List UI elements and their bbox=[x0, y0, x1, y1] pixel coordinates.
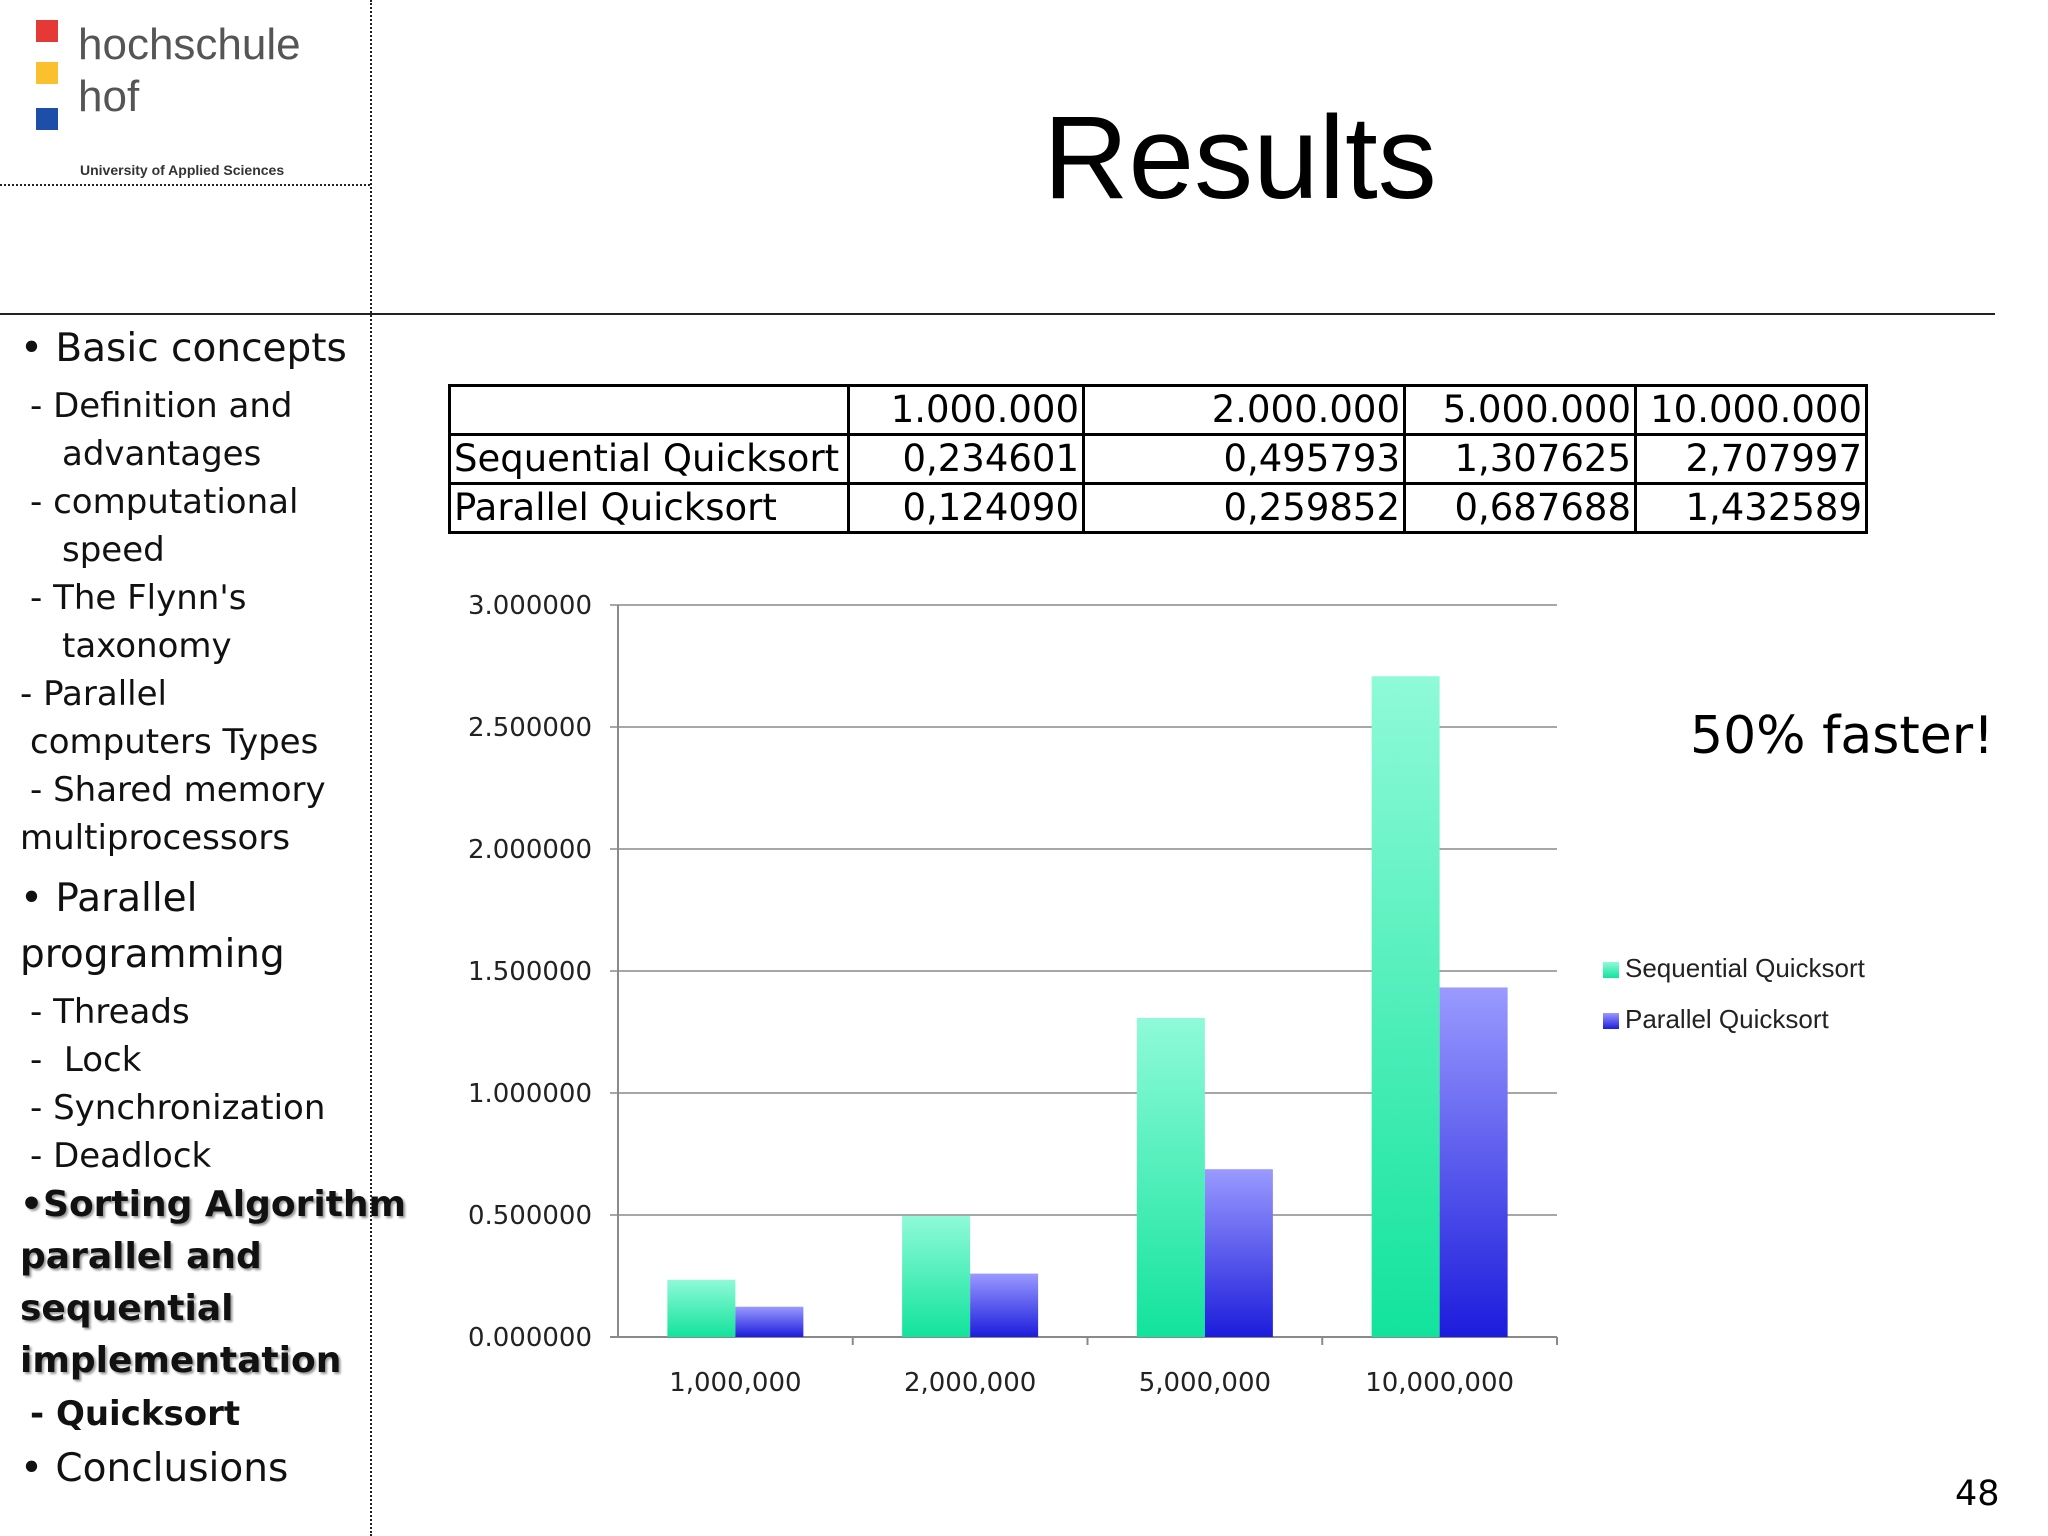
nav-threads: - Threads bbox=[30, 992, 190, 1032]
nav-conclusions: • Conclusions bbox=[20, 1446, 289, 1491]
nav-definition: - Definition and bbox=[30, 386, 293, 426]
logo-square-blue bbox=[36, 108, 58, 130]
table-cell: 0,234601 bbox=[847, 433, 1085, 485]
slide-title: Results bbox=[1043, 92, 1437, 224]
callout-text: 50% faster! bbox=[1690, 706, 1994, 766]
y-tick-label: 1.500000 bbox=[468, 957, 592, 987]
table-cell: 0,124090 bbox=[847, 482, 1085, 534]
nav-sorting-algorithm-cont2: sequential bbox=[20, 1288, 234, 1329]
nav-computational-cont: speed bbox=[62, 530, 165, 570]
y-tick-label: 2.500000 bbox=[468, 713, 592, 743]
bar-parallel bbox=[735, 1306, 804, 1337]
nav-parallel-computers: - Parallel bbox=[20, 674, 167, 714]
bar-parallel bbox=[1439, 987, 1508, 1337]
bar-sequential bbox=[1371, 676, 1440, 1337]
logo-square-red bbox=[36, 20, 58, 42]
nav-synchronization: - Synchronization bbox=[30, 1088, 326, 1128]
table-cell: 0,495793 bbox=[1082, 433, 1406, 485]
x-tick-label: 5,000,000 bbox=[1139, 1368, 1271, 1398]
y-tick-label: 1.000000 bbox=[468, 1079, 592, 1109]
table-cell: Sequential Quicksort bbox=[448, 433, 850, 485]
x-tick-label: 2,000,000 bbox=[904, 1368, 1036, 1398]
logo-text-line2: hof bbox=[78, 72, 140, 121]
legend-swatch bbox=[1603, 962, 1619, 978]
table-header-row: 1.000.000 2.000.000 5.000.000 10.000.000 bbox=[448, 384, 1868, 436]
nav-sorting-algorithm: •Sorting Algorithm bbox=[20, 1184, 407, 1225]
logo-square-yellow bbox=[36, 62, 58, 84]
nav-quicksort: - Quicksort bbox=[30, 1394, 241, 1434]
table-cell: 0,259852 bbox=[1082, 482, 1406, 534]
bar-parallel bbox=[970, 1273, 1039, 1337]
bar-sequential bbox=[902, 1216, 971, 1337]
bar-chart: 0.000000 0.500000 1.000000 1.500000 2.000000… bbox=[468, 591, 1866, 1398]
nav-sorting-algorithm-cont3: implementation bbox=[20, 1340, 342, 1381]
nav-definition-cont: advantages bbox=[62, 434, 262, 474]
table-header-cell: 5.000.000 bbox=[1403, 384, 1637, 436]
bar-sequential bbox=[1136, 1017, 1205, 1337]
y-tick-label: 2.000000 bbox=[468, 835, 592, 865]
logo-divider bbox=[0, 184, 370, 186]
table-row: Parallel Quicksort 0,124090 0,259852 0,6… bbox=[448, 482, 1868, 534]
legend-label: Parallel Quicksort bbox=[1625, 1004, 1830, 1034]
page-number: 48 bbox=[1955, 1474, 2000, 1514]
table-header-cell: 1.000.000 bbox=[847, 384, 1085, 436]
bar-sequential bbox=[667, 1279, 736, 1337]
nav-parallel-programming-cont: programming bbox=[20, 932, 285, 977]
table-header-cell: 2.000.000 bbox=[1082, 384, 1406, 436]
x-tick-label: 10,000,000 bbox=[1365, 1368, 1514, 1398]
nav-flynn: - The Flynn's bbox=[30, 578, 247, 618]
nav-parallel-programming: • Parallel bbox=[20, 876, 198, 921]
logo-text-line1: hochschule bbox=[78, 20, 301, 69]
table-cell: 0,687688 bbox=[1403, 482, 1637, 534]
nav-shared-memory: - Shared memory bbox=[30, 770, 326, 810]
results-table: 1.000.000 2.000.000 5.000.000 10.000.000… bbox=[448, 384, 1868, 534]
y-tick-label: 0.000000 bbox=[468, 1323, 592, 1353]
nav-sorting-algorithm-cont1: parallel and bbox=[20, 1236, 262, 1277]
table-cell: 1,307625 bbox=[1403, 433, 1637, 485]
table-header-cell: 10.000.000 bbox=[1634, 384, 1868, 436]
table-cell: Parallel Quicksort bbox=[448, 482, 850, 534]
logo-subtitle: University of Applied Sciences bbox=[80, 162, 285, 178]
table-header-cell bbox=[448, 384, 850, 436]
nav-flynn-cont: taxonomy bbox=[62, 626, 232, 666]
nav-computational: - computational bbox=[30, 482, 299, 522]
bar-parallel bbox=[1204, 1169, 1273, 1337]
y-tick-label: 3.000000 bbox=[468, 591, 592, 621]
header-divider bbox=[0, 313, 1995, 315]
table-row: Sequential Quicksort 0,234601 0,495793 1… bbox=[448, 433, 1868, 485]
legend-label: Sequential Quicksort bbox=[1625, 953, 1866, 983]
nav-basic-concepts: • Basic concepts bbox=[20, 326, 347, 371]
nav-parallel-computers-cont: computers Types bbox=[30, 722, 319, 762]
x-tick-label: 1,000,000 bbox=[669, 1368, 801, 1398]
nav-lock: - Lock bbox=[30, 1040, 142, 1080]
table-cell: 2,707997 bbox=[1634, 433, 1868, 485]
y-tick-label: 0.500000 bbox=[468, 1201, 592, 1231]
legend-swatch bbox=[1603, 1013, 1619, 1029]
sidebar-divider bbox=[370, 0, 372, 1536]
nav-deadlock: - Deadlock bbox=[30, 1136, 212, 1176]
nav-shared-memory-cont: multiprocessors bbox=[20, 818, 291, 858]
table-cell: 1,432589 bbox=[1634, 482, 1868, 534]
